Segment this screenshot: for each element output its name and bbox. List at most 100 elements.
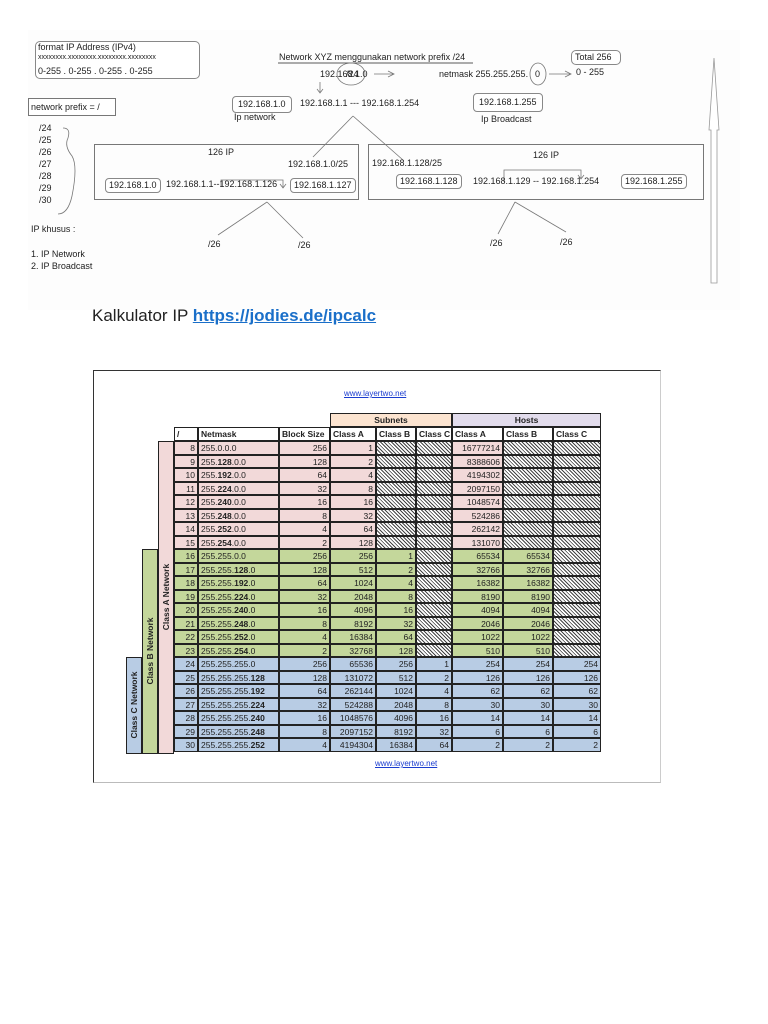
table-cell-sc: 1 [416, 657, 452, 671]
table-cell-hc: 30 [553, 697, 601, 711]
left-subnet-hosts: 192.168.1.1--192.168.1.126 [166, 179, 278, 189]
table-cell-sb: 16384 [376, 738, 416, 752]
ipv4-format-box [35, 41, 200, 79]
table-cell-sc: 32 [416, 724, 452, 738]
table-cell-sa: 4194304 [330, 738, 376, 752]
table-cell-sc [416, 535, 452, 549]
table-cell-sa: 262144 [330, 684, 376, 698]
table-cell-bs: 32 [279, 481, 330, 495]
ipcalc-link[interactable]: https://jodies.de/ipcalc [192, 306, 377, 325]
netmask-cell: 255.255.0.0 [198, 549, 279, 563]
table-cell-hc [553, 441, 601, 455]
netmask-cell: 255.255.255.240 [198, 711, 279, 725]
network-prefix-label: network prefix = / [31, 102, 100, 112]
network-prefix-box [28, 98, 116, 116]
table-cell-bs: 2 [279, 535, 330, 549]
prefix-24: /24 [39, 123, 52, 133]
table-cell-p: 30 [174, 738, 198, 752]
subnetting-diagram: format IP Address (IPv4) xxxxxxxx.xxxxxx… [28, 30, 740, 310]
right-subnet-count: 126 IP [533, 150, 560, 160]
left-subnet-cidr: 192.168.1.0/25 [288, 159, 349, 169]
table-cell-ha: 32766 [452, 562, 503, 576]
right-child-prefix-2: /26 [560, 237, 573, 247]
table-cell-sb: 256 [376, 657, 416, 671]
ip-khusus-item-2: 2. IP Broadcast [31, 261, 93, 271]
ip-khusus-item-1: 1. IP Network [31, 249, 85, 259]
table-cell-p: 27 [174, 697, 198, 711]
table-cell-ha: 510 [452, 643, 503, 657]
prefix-28: /28 [39, 171, 52, 181]
table-cell-ha: 8190 [452, 589, 503, 603]
table-cell-sc [416, 603, 452, 617]
table-cell-sa: 256 [330, 549, 376, 563]
table-cell-sa: 2 [330, 454, 376, 468]
network-address: 192.168.1.0 [320, 69, 368, 79]
netmask-cell: 255.252.0.0 [198, 522, 279, 536]
table-cell-p: 12 [174, 495, 198, 509]
table-cell-hb: 16382 [503, 576, 553, 590]
table-cell-hc: 2 [553, 738, 601, 752]
table-cell-p: 10 [174, 468, 198, 482]
table-cell-sb: 2 [376, 562, 416, 576]
table-cell-sa: 65536 [330, 657, 376, 671]
table-cell-sb: 32 [376, 616, 416, 630]
table-cell-ha: 6 [452, 724, 503, 738]
table-cell-hc [553, 495, 601, 509]
table-cell-p: 8 [174, 441, 198, 455]
table-cell-sb: 64 [376, 630, 416, 644]
table-cell-sc: 64 [416, 738, 452, 752]
layertwo-link-top[interactable]: www.layertwo.net [344, 389, 407, 398]
table-cell-p: 21 [174, 616, 198, 630]
subnet-reference-table-image: www.layertwo.net www.layertwo.net Subnet… [93, 370, 661, 783]
table-cell-ha: 262142 [452, 522, 503, 536]
table-cell-sa: 16 [330, 495, 376, 509]
netmask-cell: 255.254.0.0 [198, 535, 279, 549]
prefix-26: /26 [39, 147, 52, 157]
table-cell-sb [376, 508, 416, 522]
table-cell-bs: 32 [279, 589, 330, 603]
table-cell-sa: 1024 [330, 576, 376, 590]
layertwo-link-bottom[interactable]: www.layertwo.net [375, 759, 438, 768]
ip-khusus-title: IP khusus : [31, 224, 76, 234]
table-cell-sb: 4 [376, 576, 416, 590]
table-cell-sb: 1024 [376, 684, 416, 698]
netmask-cell: 255.255.255.248 [198, 724, 279, 738]
table-cell-p: 16 [174, 549, 198, 563]
netmask-cell: 255.255.192.0 [198, 576, 279, 590]
table-cell-bs: 32 [279, 697, 330, 711]
table-cell-hb: 126 [503, 670, 553, 684]
table-cell-hb: 2 [503, 738, 553, 752]
table-cell-ha: 2046 [452, 616, 503, 630]
right-subnet-network: 192.168.1.128 [396, 174, 462, 189]
table-cell-sc [416, 630, 452, 644]
netmask-cell: 255.0.0.0 [198, 441, 279, 455]
table-cell-sc [416, 441, 452, 455]
table-cell-sc [416, 508, 452, 522]
table-cell-hb: 8190 [503, 589, 553, 603]
table-cell-sa: 32 [330, 508, 376, 522]
netmask-cell: 255.255.255.192 [198, 684, 279, 698]
table-cell-ha: 131070 [452, 535, 503, 549]
left-child-prefix-2: /26 [298, 240, 311, 250]
ip-broadcast-label: Ip Broadcast [481, 114, 532, 124]
table-cell-hc: 254 [553, 657, 601, 671]
table-cell-sb: 2048 [376, 697, 416, 711]
table-cell-sa: 131072 [330, 670, 376, 684]
ip-broadcast-value: 192.168.1.255 [473, 93, 543, 112]
table-cell-hc [553, 522, 601, 536]
prefix-29: /29 [39, 183, 52, 193]
table-cell-sb [376, 535, 416, 549]
column-header-2: Block Size [279, 427, 330, 441]
table-cell-hc [553, 576, 601, 590]
table-cell-hc [553, 589, 601, 603]
table-cell-sb: 16 [376, 603, 416, 617]
table-cell-sb: 8192 [376, 724, 416, 738]
netmask-cell: 255.255.252.0 [198, 630, 279, 644]
column-header-5: Class C [416, 427, 452, 441]
table-cell-sc [416, 589, 452, 603]
netmask-cell: 255.255.240.0 [198, 603, 279, 617]
netmask-cell: 255.255.255.224 [198, 697, 279, 711]
table-cell-p: 26 [174, 684, 198, 698]
table-cell-sa: 4096 [330, 603, 376, 617]
table-cell-sb [376, 495, 416, 509]
